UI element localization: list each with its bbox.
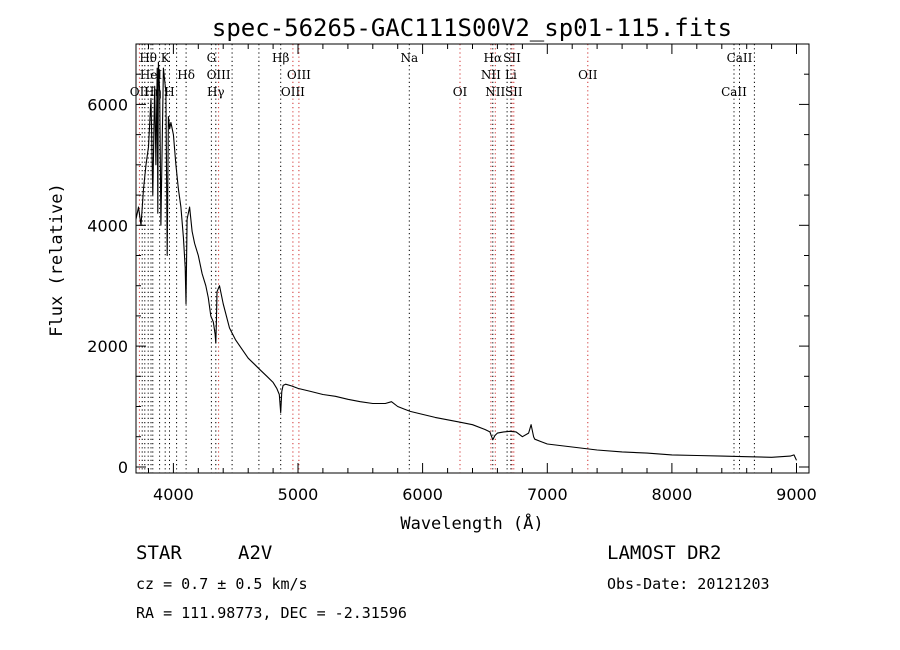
marker-label-5: H — [164, 85, 174, 99]
marker-label-22: CaII — [727, 51, 753, 65]
x-axis-label: Wavelength (Å) — [400, 512, 543, 534]
x-tick-label-7000: 7000 — [527, 485, 568, 504]
chart-title: spec-56265-GAC111S00V2_sp01-115.fits — [212, 14, 732, 42]
marker-label-15: Hα — [484, 51, 503, 65]
marker-label-12: OIII — [287, 68, 311, 82]
y-tick-label-4000: 4000 — [87, 216, 128, 235]
marker-label-7: G — [207, 51, 217, 65]
marker-label-0: OII — [130, 85, 150, 99]
spectrum-layer — [135, 61, 797, 461]
spectrum-line — [135, 61, 797, 461]
marker-label-1: Hθ — [139, 51, 157, 65]
marker-label-14: OI — [453, 85, 468, 99]
marker-label-20: SII — [505, 85, 523, 99]
x-tick-label-4000: 4000 — [153, 485, 194, 504]
y-tick-label-0: 0 — [118, 458, 128, 477]
x-tick-label-8000: 8000 — [652, 485, 693, 504]
x-ticks-layer: 4000 5000 6000 7000 8000 9000 — [148, 44, 817, 504]
y-axis-label: Flux (relative) — [47, 183, 67, 337]
x-tick-label-5000: 5000 — [278, 485, 319, 504]
plot-frame — [135, 43, 810, 474]
y-tick-label-2000: 2000 — [87, 337, 128, 356]
marker-label-10: Hβ — [272, 51, 289, 65]
marker-label-23: CaII — [721, 85, 747, 99]
marker-lines-layer — [138, 44, 755, 473]
marker-label-19: NII — [485, 85, 505, 99]
marker-label-6: Hδ — [177, 68, 195, 82]
y-tick-label-6000: 6000 — [87, 95, 128, 114]
object-type: STAR — [136, 542, 182, 564]
marker-label-17: NII — [481, 68, 501, 82]
marker-label-13: Na — [400, 51, 418, 65]
marker-label-9: Hγ — [207, 85, 225, 99]
marker-label-18: Li — [505, 68, 517, 82]
observation-date: Obs-Date: 20121203 — [607, 575, 770, 593]
spectral-subclass: A2V — [238, 542, 273, 564]
sky-coordinates: RA = 111.98773, DEC = -2.31596 — [136, 604, 407, 622]
marker-label-21: OII — [578, 68, 598, 82]
redshift-velocity: cz = 0.7 ± 0.5 km/s — [136, 575, 308, 593]
x-tick-label-6000: 6000 — [402, 485, 443, 504]
y-ticks-layer: 0 2000 4000 6000 — [87, 43, 809, 477]
x-tick-label-9000: 9000 — [776, 485, 817, 504]
survey-name: LAMOST DR2 — [607, 542, 722, 564]
marker-label-16: SII — [503, 51, 521, 65]
marker-label-11: OIII — [281, 85, 305, 99]
marker-label-4: K — [161, 51, 171, 65]
marker-label-8: OIII — [207, 68, 231, 82]
